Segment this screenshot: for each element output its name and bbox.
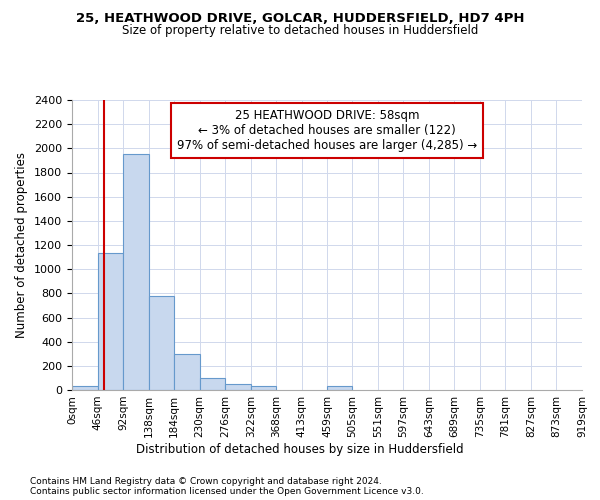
Text: Contains HM Land Registry data © Crown copyright and database right 2024.: Contains HM Land Registry data © Crown c… [30, 478, 382, 486]
Bar [72, 386, 98, 390]
Text: Distribution of detached houses by size in Huddersfield: Distribution of detached houses by size … [136, 442, 464, 456]
Bar [98, 254, 123, 390]
Y-axis label: Number of detached properties: Number of detached properties [16, 152, 28, 338]
Bar [123, 154, 149, 390]
Bar [225, 384, 251, 390]
Bar [174, 354, 200, 390]
Bar [251, 386, 276, 390]
Bar [200, 378, 225, 390]
Bar [149, 296, 174, 390]
Text: Size of property relative to detached houses in Huddersfield: Size of property relative to detached ho… [122, 24, 478, 37]
Text: Contains public sector information licensed under the Open Government Licence v3: Contains public sector information licen… [30, 488, 424, 496]
Bar [327, 386, 352, 390]
Text: 25 HEATHWOOD DRIVE: 58sqm
← 3% of detached houses are smaller (122)
97% of semi-: 25 HEATHWOOD DRIVE: 58sqm ← 3% of detach… [177, 108, 477, 152]
Text: 25, HEATHWOOD DRIVE, GOLCAR, HUDDERSFIELD, HD7 4PH: 25, HEATHWOOD DRIVE, GOLCAR, HUDDERSFIEL… [76, 12, 524, 26]
